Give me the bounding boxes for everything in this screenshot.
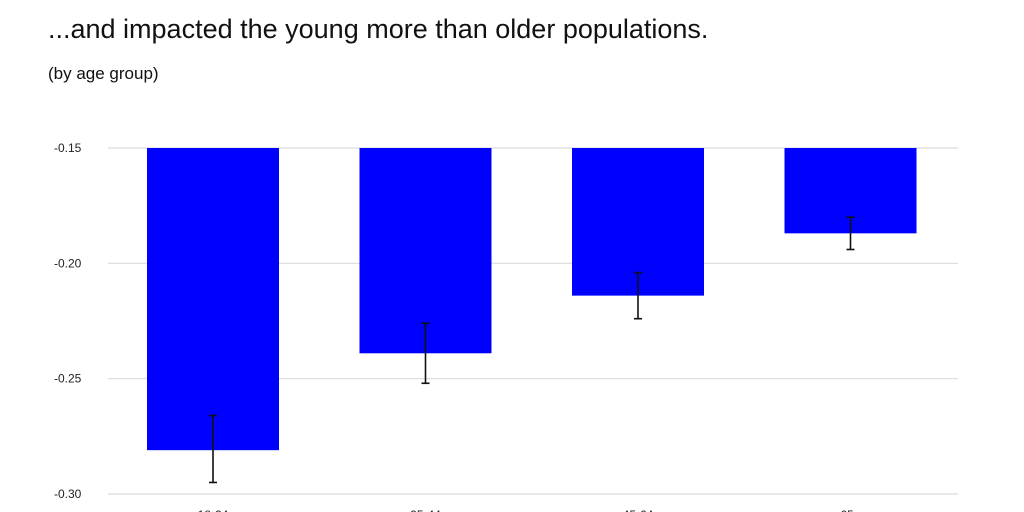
y-tick-label: -0.30 — [54, 487, 82, 501]
x-tick-label: 25-44 — [410, 508, 441, 512]
y-tick-label: -0.15 — [54, 141, 82, 155]
x-tick-label: 45-64 — [623, 508, 654, 512]
x-tick-label: 18-24 — [198, 508, 229, 512]
chart-subtitle: (by age group) — [48, 64, 159, 83]
y-tick-label: -0.25 — [54, 372, 82, 386]
bar-18-24 — [147, 148, 279, 451]
x-tick-label: 65+ — [840, 508, 860, 512]
bar-45-64 — [572, 148, 704, 296]
bar-25-44 — [359, 148, 492, 354]
y-tick-label: -0.20 — [54, 256, 82, 270]
chart-title: ...and impacted the young more than olde… — [48, 14, 709, 44]
